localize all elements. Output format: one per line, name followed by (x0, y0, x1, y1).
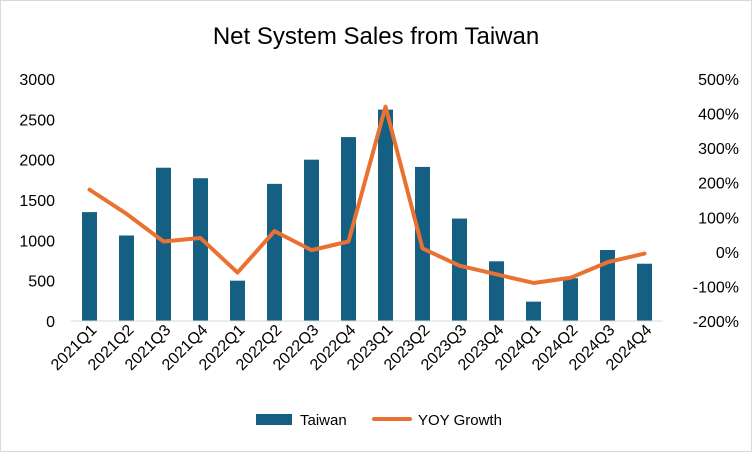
left-axis-tick: 1000 (19, 233, 55, 250)
bar-taiwan-2022q4 (341, 137, 356, 321)
left-axis-tick: 0 (46, 314, 55, 331)
right-axis-tick: 300% (698, 141, 739, 158)
right-axis: -200% -100% 0% 100% 200% 300% 400% 500% (693, 72, 739, 331)
bar-taiwan-2022q1 (230, 280, 245, 321)
right-axis-tick: 500% (698, 72, 739, 89)
right-axis-tick: 0% (716, 245, 739, 262)
bar-taiwan-2022q3 (304, 159, 319, 321)
chart-title: Net System Sales from Taiwan (213, 23, 539, 50)
bar-taiwan-2021q3 (156, 167, 171, 321)
bar-taiwan-2024q2 (563, 278, 578, 321)
left-axis: 0 500 1000 1500 2000 2500 3000 (19, 72, 55, 331)
bar-taiwan-2023q1 (378, 109, 393, 322)
legend-label-yoy-growth: YOY Growth (418, 412, 502, 429)
bar-taiwan-2023q4 (489, 261, 504, 321)
left-axis-tick: 3000 (19, 72, 55, 89)
bar-taiwan-2021q4 (193, 178, 208, 321)
right-axis-tick: 100% (698, 210, 739, 227)
right-axis-tick: -100% (693, 279, 739, 296)
legend: Taiwan YOY Growth (256, 412, 502, 429)
x-axis: 2021Q12021Q22021Q32021Q42022Q12022Q22022… (48, 320, 663, 374)
bar-taiwan-2021q1 (82, 212, 97, 321)
right-axis-tick: -200% (693, 314, 739, 331)
bar-taiwan-2024q1 (526, 301, 541, 321)
line-layer (87, 104, 647, 285)
bar-taiwan-2022q2 (267, 183, 282, 321)
bar-taiwan-2023q3 (452, 218, 467, 321)
bar-taiwan-2024q4 (637, 263, 652, 321)
yoy-growth-line (87, 104, 647, 285)
legend-label-taiwan: Taiwan (300, 412, 347, 429)
bar-taiwan-2024q3 (600, 250, 615, 321)
left-axis-tick: 2500 (19, 112, 55, 129)
left-axis-tick: 500 (28, 274, 55, 291)
bar-taiwan-2021q2 (119, 235, 134, 321)
legend-swatch-taiwan (256, 414, 292, 425)
right-axis-tick: 400% (698, 107, 739, 124)
left-axis-tick: 2000 (19, 153, 55, 170)
bars-layer (82, 109, 652, 322)
right-axis-tick: 200% (698, 176, 739, 193)
left-axis-tick: 1500 (19, 193, 55, 210)
